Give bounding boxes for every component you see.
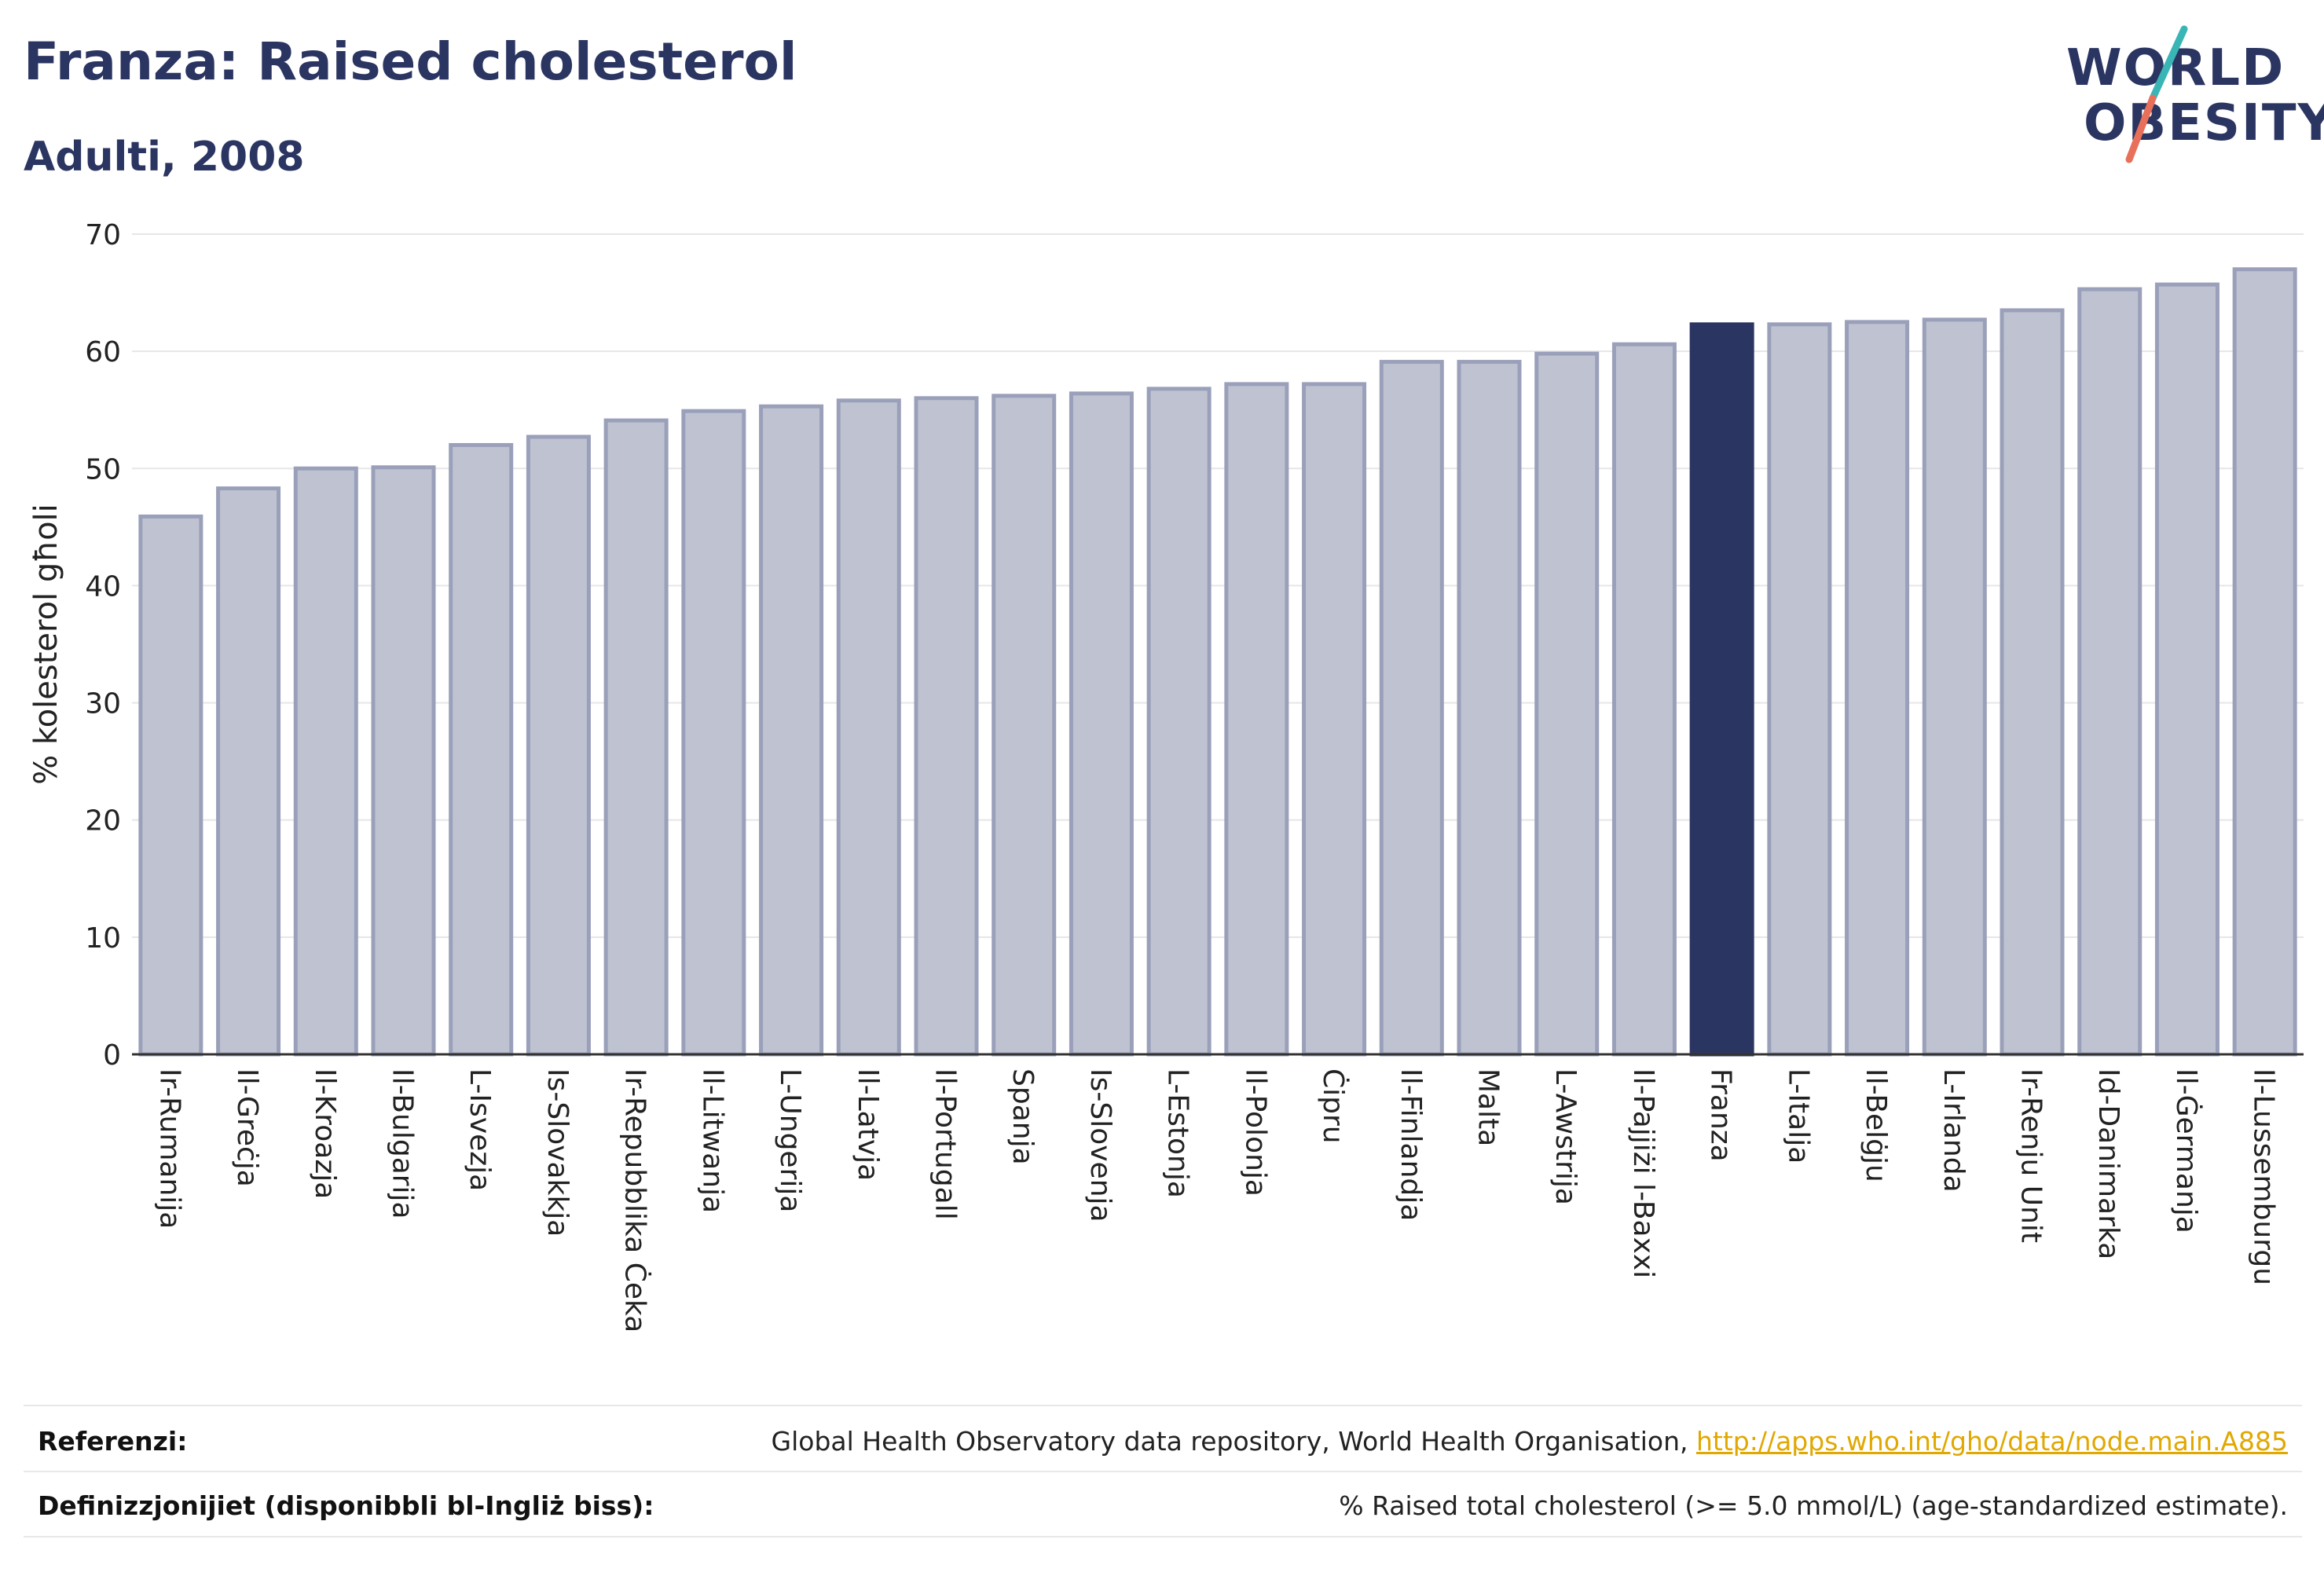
bar [1611,342,1677,1057]
definitions-text: % Raised total cholesterol (>= 5.0 mmol/… [1339,1490,2288,1521]
logo-slash-icon [2125,25,2188,163]
y-tick-label: 60 [85,336,121,368]
x-tick-label: Franza [1705,1068,1737,1162]
definitions-label: Definizzjonijiet (disponibbli bl-Ingliż … [38,1490,654,1521]
bar [1922,317,1987,1057]
x-tick-label: Il-Polonja [1239,1068,1271,1197]
x-tick-label: Il-Finlandja [1395,1068,1427,1221]
bar [1457,360,1522,1057]
x-tick-label: Il-Kroazja [309,1068,341,1199]
y-tick-label: 0 [103,1039,121,1072]
bar [2154,282,2220,1057]
x-tick-label: Ir-Repubblika Ċeka [619,1068,652,1332]
x-tick-label: L-Estonja [1162,1068,1194,1198]
x-tick-label: Is-Slovakkja [541,1068,574,1237]
x-tick-label: Spanja [1006,1068,1039,1165]
bar [1845,320,1910,1057]
bar [1146,387,1211,1057]
x-tick-label: L-Italja [1782,1068,1814,1164]
x-tick-label: L-Ungerija [774,1068,806,1212]
bar [1224,382,1289,1057]
bar [1767,322,1832,1057]
logo-text-line2: OBESITY [2084,94,2324,152]
x-tick-label: Ir-Renju Unit [2015,1068,2047,1243]
bar [2000,308,2065,1057]
y-tick-label: 10 [85,922,121,955]
y-tick-label: 40 [85,570,121,603]
bar [603,418,669,1057]
x-tick-label: Il-Ġermanja [2170,1068,2203,1233]
bar [526,434,591,1057]
footer-divider [24,1536,2302,1538]
world-obesity-logo: WORLD OBESITY [2043,20,2324,169]
bar [216,486,281,1057]
x-tick-label: L-Awstrija [1549,1068,1582,1205]
references-text: Global Health Observatory data repositor… [771,1426,1696,1457]
bar [914,396,979,1057]
x-tick-label: Il-Lussemburgu [2248,1068,2280,1285]
x-tick-label: Il-Belġju [1860,1068,1892,1182]
references-value: Global Health Observatory data repositor… [772,1426,2288,1457]
references-label: Referenzi: [38,1426,188,1457]
bar [1069,391,1134,1057]
x-tick-label: Ir-Rumanija [153,1068,185,1229]
bar [449,442,514,1057]
bar [1379,360,1444,1057]
y-tick-label: 50 [85,453,121,486]
bar [2077,287,2143,1057]
page-title: Franza: Raised cholesterol [24,31,797,92]
bar-chart: 0 10 20 30 40 50 60 70 % kolesterol għoli Ir-Ruma… [28,219,2304,1332]
bar [371,465,436,1057]
y-tick-label: 20 [85,805,121,837]
x-tick-label: Il-Pajjiżi l-Baxxi [1627,1068,1659,1278]
bar [992,394,1057,1057]
x-tick-label: Il-Bulgarija [387,1068,419,1219]
x-tick-label: L-Isvezja [464,1068,496,1191]
x-tick-label: Malta [1472,1068,1505,1146]
references-link[interactable]: http://apps.who.int/gho/data/node.main.A… [1695,1426,2288,1457]
x-tick-label: Il-Greċja [231,1068,263,1187]
y-axis-label: % kolesterol għoli [28,504,64,785]
bar [1302,382,1367,1057]
x-tick-label: Ċipru [1317,1068,1350,1144]
x-tick-label: Is-Slovenja [1084,1068,1116,1222]
x-tick-label: Id-Danimarka [2092,1068,2124,1259]
x-tick-label: Il-Portugall [929,1068,962,1220]
footer-divider [24,1471,2302,1472]
x-tick-label: Il-Litwanja [696,1068,728,1213]
bar [681,409,746,1057]
page-subtitle: Adulti, 2008 [24,134,305,181]
bar [1534,351,1600,1057]
bar [836,398,901,1057]
bar [2232,267,2297,1057]
footer-divider [24,1405,2302,1406]
bar [759,404,824,1057]
x-tick-label: L-Irlanda [1937,1068,1970,1193]
y-tick-label: 70 [85,219,121,251]
bar [293,466,358,1057]
y-tick-label: 30 [85,688,121,720]
bar [1689,322,1754,1057]
bar [138,514,203,1057]
x-tick-label: Il-Latvja [852,1068,884,1181]
